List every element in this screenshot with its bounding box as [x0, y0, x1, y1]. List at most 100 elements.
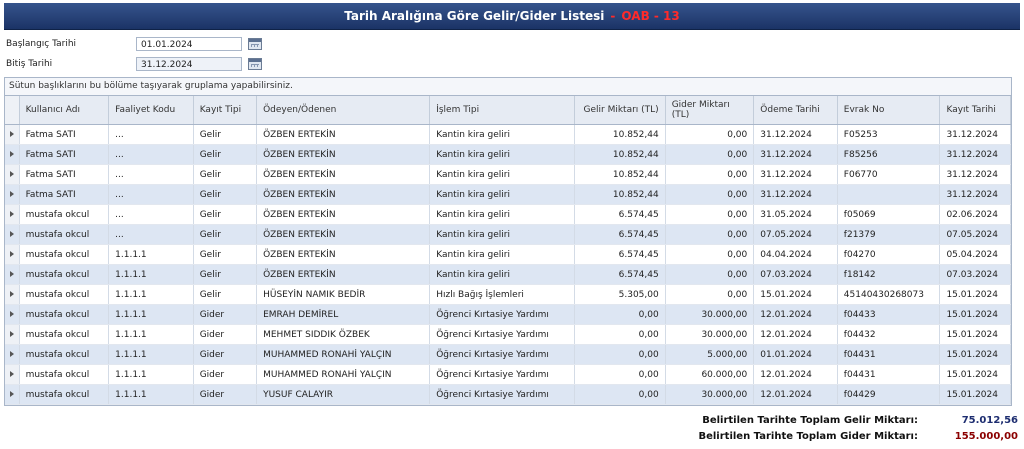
- table-row[interactable]: mustafa okcul 1.1.1.1 Gider MUHAMMED RONAHİ…: [5, 364, 1011, 385]
- expand-arrow-icon[interactable]: [9, 390, 14, 397]
- row-expand-cell[interactable]: [5, 204, 20, 225]
- group-by-panel[interactable]: Sütun başlıklarını bu bölüme taşıyarak g…: [5, 78, 1011, 96]
- cell-record-type: Gelir: [193, 284, 258, 305]
- table-row[interactable]: Fatma SATI... Gelir ÖZBEN ERTEKİN Kantin ki…: [5, 164, 1011, 185]
- table-row[interactable]: mustafa okcul 1.1.1.1 Gelir ÖZBEN ERTEKİN Ka…: [5, 244, 1011, 265]
- table-row[interactable]: mustafa okcul 1.1.1.1 Gider YUSUF CALAYIR Öğ…: [5, 384, 1011, 405]
- col-header-activity-code[interactable]: Faaliyet Kodu: [108, 96, 194, 125]
- col-header-record-type[interactable]: Kayıt Tipi: [193, 96, 258, 125]
- row-expand-cell[interactable]: [5, 184, 20, 205]
- col-header-user[interactable]: Kullanıcı Adı: [19, 96, 110, 125]
- cell-payment-date: 12.01.2024: [753, 364, 838, 385]
- cell-expense: 0,00: [665, 244, 755, 265]
- cell-payment-date: 31.12.2024: [753, 164, 838, 185]
- cell-document-no: f18142: [837, 264, 941, 285]
- col-header-payment-date[interactable]: Ödeme Tarihi: [753, 96, 838, 125]
- table-row[interactable]: mustafa okcul 1.1.1.1 Gider MUHAMMED RONAHİ…: [5, 344, 1011, 365]
- cell-record-type: Gider: [193, 324, 258, 345]
- expand-arrow-icon[interactable]: [9, 210, 14, 217]
- end-date-input[interactable]: 31.12.2024: [136, 57, 242, 71]
- calendar-icon[interactable]: [248, 38, 262, 50]
- cell-payer: MUHAMMED RONAHİ YALÇIN: [256, 344, 431, 365]
- cell-payer: ÖZBEN ERTEKİN: [256, 204, 431, 225]
- cell-transaction-type: Öğrenci Kırtasiye Yardımı: [429, 324, 576, 345]
- row-expand-cell[interactable]: [5, 384, 20, 405]
- cell-payer: ÖZBEN ERTEKİN: [256, 244, 431, 265]
- expand-arrow-icon[interactable]: [9, 310, 14, 317]
- cell-payer: ÖZBEN ERTEKİN: [256, 264, 431, 285]
- cell-record-type: Gider: [193, 364, 258, 385]
- row-expand-cell[interactable]: [5, 304, 20, 325]
- expand-arrow-icon[interactable]: [9, 330, 14, 337]
- col-header-income[interactable]: Gelir Miktarı (TL): [574, 96, 666, 125]
- cell-user: mustafa okcul: [19, 244, 110, 265]
- page-title-bar: Tarih Aralığına Göre Gelir/Gider Listesi…: [4, 3, 1020, 30]
- row-expand-cell[interactable]: [5, 284, 20, 305]
- expand-arrow-icon[interactable]: [9, 150, 14, 157]
- row-expand-cell[interactable]: [5, 164, 20, 185]
- cell-expense: 30.000,00: [665, 324, 755, 345]
- start-date-input[interactable]: 01.01.2024: [136, 37, 242, 51]
- cell-transaction-type: Kantin kira geliri: [429, 224, 576, 245]
- table-row[interactable]: mustafa okcul 1.1.1.1 Gelir ÖZBEN ERTEKİN Ka…: [5, 264, 1011, 285]
- table-row[interactable]: mustafa okcul 1.1.1.1 Gelir HÜSEYİN NAMIK B…: [5, 284, 1011, 305]
- cell-income: 6.574,45: [574, 204, 666, 225]
- cell-record-date: 31.12.2024: [939, 144, 1011, 165]
- cell-payer: ÖZBEN ERTEKİN: [256, 124, 431, 145]
- cell-document-no: f04431: [837, 344, 941, 365]
- cell-user: Fatma SATI: [19, 164, 110, 185]
- cell-record-date: 02.06.2024: [939, 204, 1011, 225]
- table-row[interactable]: mustafa okcul... Gelir ÖZBEN ERTEKİN Kantin…: [5, 204, 1011, 225]
- row-expand-cell[interactable]: [5, 244, 20, 265]
- row-expand-cell[interactable]: [5, 264, 20, 285]
- expand-arrow-icon[interactable]: [9, 350, 14, 357]
- calendar-icon[interactable]: [248, 58, 262, 70]
- cell-record-date: 05.04.2024: [939, 244, 1011, 265]
- cell-document-no: F05253: [837, 124, 941, 145]
- row-expand-cell[interactable]: [5, 124, 20, 145]
- cell-user: mustafa okcul: [19, 384, 110, 405]
- expand-arrow-icon[interactable]: [9, 130, 14, 137]
- expand-arrow-icon[interactable]: [9, 170, 14, 177]
- cell-payment-date: 01.01.2024: [753, 344, 838, 365]
- table-row[interactable]: Fatma SATI... Gelir ÖZBEN ERTEKİN Kantin ki…: [5, 184, 1011, 205]
- income-expense-grid: Sütun başlıklarını bu bölüme taşıyarak g…: [4, 77, 1012, 406]
- cell-payment-date: 07.05.2024: [753, 224, 838, 245]
- cell-document-no: f05069: [837, 204, 941, 225]
- table-row[interactable]: mustafa okcul 1.1.1.1 Gider EMRAH DEMİREL Öğ…: [5, 304, 1011, 325]
- row-expand-cell[interactable]: [5, 144, 20, 165]
- col-header-document-no[interactable]: Evrak No: [837, 96, 941, 125]
- col-header-record-date[interactable]: Kayıt Tarihi: [939, 96, 1011, 125]
- expand-arrow-icon[interactable]: [9, 230, 14, 237]
- cell-expense: 5.000,00: [665, 344, 755, 365]
- cell-payment-date: 12.01.2024: [753, 324, 838, 345]
- table-row[interactable]: Fatma SATI... Gelir ÖZBEN ERTEKİN Kantin ki…: [5, 144, 1011, 165]
- end-date-label: Bitiş Tarihi: [6, 59, 53, 69]
- row-expand-cell[interactable]: [5, 364, 20, 385]
- expand-arrow-icon[interactable]: [9, 250, 14, 257]
- cell-user: mustafa okcul: [19, 364, 110, 385]
- cell-record-type: Gelir: [193, 144, 258, 165]
- expand-arrow-icon[interactable]: [9, 270, 14, 277]
- cell-transaction-type: Kantin kira geliri: [429, 184, 576, 205]
- cell-expense: 30.000,00: [665, 384, 755, 405]
- report-code: OAB - 13: [621, 9, 680, 23]
- cell-expense: 0,00: [665, 124, 755, 145]
- expand-arrow-icon[interactable]: [9, 190, 14, 197]
- row-expand-cell[interactable]: [5, 324, 20, 345]
- cell-activity-code: 1.1.1.1: [108, 244, 194, 265]
- col-header-expense[interactable]: Gider Miktarı (TL): [665, 96, 755, 125]
- row-expand-cell[interactable]: [5, 224, 20, 245]
- table-row[interactable]: Fatma SATI... Gelir ÖZBEN ERTEKİN Kantin ki…: [5, 124, 1011, 145]
- table-row[interactable]: mustafa okcul 1.1.1.1 Gider MEHMET SIDDIK Ö…: [5, 324, 1011, 345]
- row-expand-cell[interactable]: [5, 344, 20, 365]
- cell-user: Fatma SATI: [19, 124, 110, 145]
- col-header-payer[interactable]: Ödeyen/Ödenen: [256, 96, 431, 125]
- cell-income: 10.852,44: [574, 124, 666, 145]
- expand-arrow-icon[interactable]: [9, 370, 14, 377]
- expand-arrow-icon[interactable]: [9, 290, 14, 297]
- cell-activity-code: ...: [108, 184, 194, 205]
- col-header-transaction-type[interactable]: İşlem Tipi: [429, 96, 576, 125]
- table-row[interactable]: mustafa okcul... Gelir ÖZBEN ERTEKİN Kantin…: [5, 224, 1011, 245]
- cell-record-type: Gelir: [193, 124, 258, 145]
